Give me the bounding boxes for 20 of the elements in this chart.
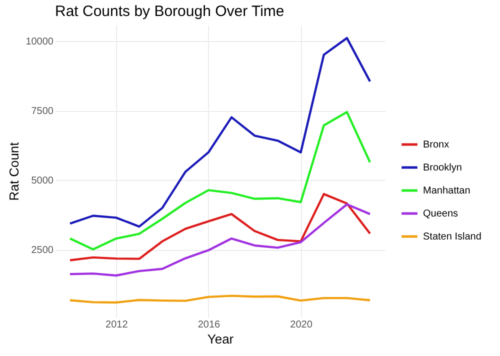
line-series xyxy=(68,203,372,277)
line-series xyxy=(68,36,372,228)
legend-label: Manhattan xyxy=(423,186,470,196)
x-tick-label: 2020 xyxy=(290,320,313,330)
x-axis-title: Year xyxy=(207,332,234,346)
y-tick-label: 10000 xyxy=(26,36,54,48)
line-series xyxy=(68,110,372,250)
line-series xyxy=(68,192,372,262)
legend-label: Brooklyn xyxy=(423,162,462,174)
line-series xyxy=(68,294,372,304)
chart-title: Rat Counts by Borough Over Time xyxy=(55,3,284,20)
y-tick-label: 2500 xyxy=(31,245,54,256)
x-tick-label: 2016 xyxy=(198,320,221,330)
y-axis-title: Rat Count xyxy=(6,142,22,201)
legend-label: Bronx xyxy=(423,140,450,150)
y-tick-label: 7500 xyxy=(31,106,54,118)
x-tick-label: 2012 xyxy=(106,320,128,330)
y-tick-label: 5000 xyxy=(31,176,54,187)
legend-label: Staten Island xyxy=(423,232,482,242)
legend-label: Queens xyxy=(423,208,458,220)
